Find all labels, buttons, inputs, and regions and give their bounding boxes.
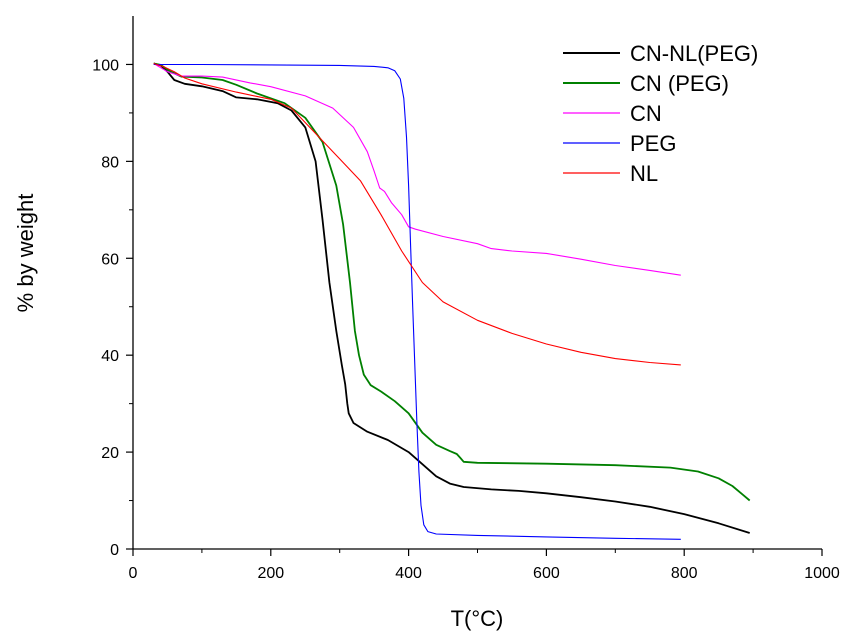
x-tick-label: 1000 xyxy=(804,565,840,582)
x-tick-label: 800 xyxy=(671,565,698,582)
series-line-cn-peg xyxy=(153,62,751,502)
legend: CN-NL(PEG) CN (PEG) CN PEG NL xyxy=(563,41,758,186)
y-tick-label: 0 xyxy=(110,542,119,559)
x-axis-title: T(°C) xyxy=(451,606,504,631)
legend-label-cn: CN xyxy=(630,101,662,126)
y-tick-label: 20 xyxy=(101,445,119,462)
axes-layer: 0 200 400 600 800 1000 0 20 40 60 80 100 xyxy=(92,16,840,582)
x-tick-label: 600 xyxy=(533,565,560,582)
y-axis-title: % by weight xyxy=(13,194,38,313)
x-tick-label: 400 xyxy=(395,565,422,582)
series-line-cn-nl-peg xyxy=(153,62,750,534)
y-tick-label: 80 xyxy=(101,154,119,171)
y-tick-label: 40 xyxy=(101,348,119,365)
legend-label-cn-nl-peg: CN-NL(PEG) xyxy=(630,41,758,66)
series-line-peg xyxy=(153,63,681,540)
legend-label-cn-peg: CN (PEG) xyxy=(630,71,729,96)
y-tick-label: 60 xyxy=(101,251,119,268)
legend-label-peg: PEG xyxy=(630,131,676,156)
series-line-cn xyxy=(153,63,681,276)
series-layer xyxy=(153,62,751,540)
y-tick-label: 100 xyxy=(92,57,119,74)
legend-label-nl: NL xyxy=(630,161,658,186)
x-tick-label: 200 xyxy=(257,565,284,582)
series-line-nl xyxy=(153,62,681,366)
x-tick-label: 0 xyxy=(129,565,138,582)
